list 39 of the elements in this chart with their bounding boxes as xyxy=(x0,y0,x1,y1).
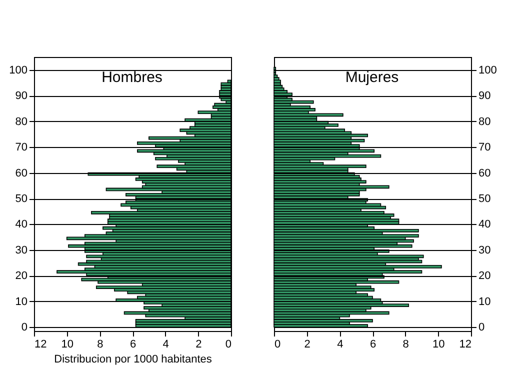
y-tick-label: 40 xyxy=(478,218,491,231)
x-tick-label: 6 xyxy=(370,338,376,350)
y-tick-label: 30 xyxy=(15,244,28,256)
x-tick-label: 8 xyxy=(402,338,409,350)
y-tick-label: 100 xyxy=(478,64,497,76)
x-tick-label: 10 xyxy=(432,338,445,350)
y-tick-label: 70 xyxy=(478,142,491,154)
y-tick-label: 0 xyxy=(478,322,485,334)
y-tick-label: 0 xyxy=(21,322,28,334)
x-tick-label: 12 xyxy=(34,338,47,350)
y-tick-label: 90 xyxy=(478,90,491,102)
x-axis-title: Distribucion por 1000 habitantes xyxy=(54,354,212,366)
y-tick-label: 70 xyxy=(15,142,28,154)
y-tick-label: 10 xyxy=(15,296,28,308)
text: Mujeres xyxy=(345,69,399,86)
y-tick-label: 60 xyxy=(478,167,491,180)
y-tick-label: 80 xyxy=(15,116,28,128)
y-tick-label: 10 xyxy=(478,296,491,308)
x-tick-label: 10 xyxy=(61,338,74,350)
y-tick-label: 30 xyxy=(478,244,491,256)
x-tick-label: 12 xyxy=(459,338,472,350)
y-tick-label: 50 xyxy=(15,193,28,205)
y-tick-label: 100 xyxy=(9,64,28,76)
y-tick-label: 20 xyxy=(478,270,491,282)
x-tick-label: 4 xyxy=(162,338,169,350)
y-tick-label: 60 xyxy=(15,167,28,180)
x-tick-label: 0 xyxy=(225,338,232,350)
x-tick-label: 2 xyxy=(196,338,202,350)
y-tick-label: 40 xyxy=(15,218,28,231)
text: Hombres xyxy=(102,69,162,86)
y-tick-label: 80 xyxy=(478,116,491,128)
y-tick-label: 50 xyxy=(478,193,491,205)
y-tick-label: 20 xyxy=(15,270,28,282)
x-tick-label: 0 xyxy=(274,338,281,350)
y-tick-label: 90 xyxy=(15,90,28,102)
x-tick-label: 8 xyxy=(97,338,104,350)
x-tick-label: 6 xyxy=(130,338,136,350)
x-tick-label: 2 xyxy=(304,338,310,350)
x-tick-label: 4 xyxy=(337,338,344,350)
